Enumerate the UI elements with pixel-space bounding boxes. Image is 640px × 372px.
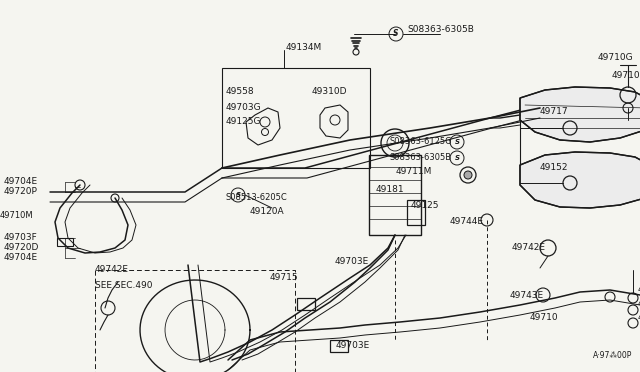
Text: 49120A: 49120A xyxy=(250,208,285,217)
Text: 49703E: 49703E xyxy=(336,340,371,350)
Text: 49703G: 49703G xyxy=(226,103,262,112)
Text: 49743E: 49743E xyxy=(510,291,544,299)
Circle shape xyxy=(464,171,472,179)
Bar xyxy=(57,238,73,246)
Text: 49703F: 49703F xyxy=(4,234,38,243)
Text: S08513-6205C: S08513-6205C xyxy=(226,193,288,202)
Text: S: S xyxy=(454,155,460,161)
Text: 49704E: 49704E xyxy=(4,253,38,263)
Text: 49125: 49125 xyxy=(411,201,440,209)
Text: 49710A: 49710A xyxy=(638,314,640,323)
Text: 49717: 49717 xyxy=(540,108,568,116)
Text: 49181: 49181 xyxy=(376,186,404,195)
Text: 49742E: 49742E xyxy=(512,244,546,253)
Text: 49720D: 49720D xyxy=(4,244,40,253)
Bar xyxy=(297,298,315,310)
Text: S: S xyxy=(454,139,460,145)
Text: 49726: 49726 xyxy=(638,285,640,295)
Text: 49710G: 49710G xyxy=(598,54,634,62)
Text: 49704E: 49704E xyxy=(4,177,38,186)
Polygon shape xyxy=(520,152,640,208)
Text: 49710M: 49710M xyxy=(0,211,34,219)
Text: 49726: 49726 xyxy=(638,298,640,308)
Polygon shape xyxy=(520,87,640,142)
Text: 49715: 49715 xyxy=(270,273,299,282)
Text: S: S xyxy=(236,192,241,198)
Text: 49703E: 49703E xyxy=(335,257,369,266)
Bar xyxy=(407,200,425,225)
Text: 49558: 49558 xyxy=(226,87,255,96)
Bar xyxy=(222,68,370,168)
Text: S08363-6305B: S08363-6305B xyxy=(407,26,474,35)
Text: 49720P: 49720P xyxy=(4,187,38,196)
Text: 49710H: 49710H xyxy=(612,71,640,80)
Text: 49744E: 49744E xyxy=(450,218,484,227)
Text: S08363-6305B: S08363-6305B xyxy=(390,154,452,163)
Text: 49742E: 49742E xyxy=(95,266,129,275)
Text: 49310D: 49310D xyxy=(312,87,348,96)
Text: A·97⁂00P: A·97⁂00P xyxy=(593,351,632,360)
Bar xyxy=(95,270,295,372)
Text: SEE SEC.490: SEE SEC.490 xyxy=(95,280,152,289)
Text: S: S xyxy=(393,29,399,38)
Bar xyxy=(369,155,421,235)
Text: 49711M: 49711M xyxy=(396,167,433,176)
Text: 49125G: 49125G xyxy=(226,118,262,126)
Text: S08363-6125G: S08363-6125G xyxy=(390,138,452,147)
Bar xyxy=(330,340,348,352)
Text: 49152: 49152 xyxy=(540,164,568,173)
Text: 49134M: 49134M xyxy=(286,42,323,51)
Text: 49710: 49710 xyxy=(530,314,559,323)
